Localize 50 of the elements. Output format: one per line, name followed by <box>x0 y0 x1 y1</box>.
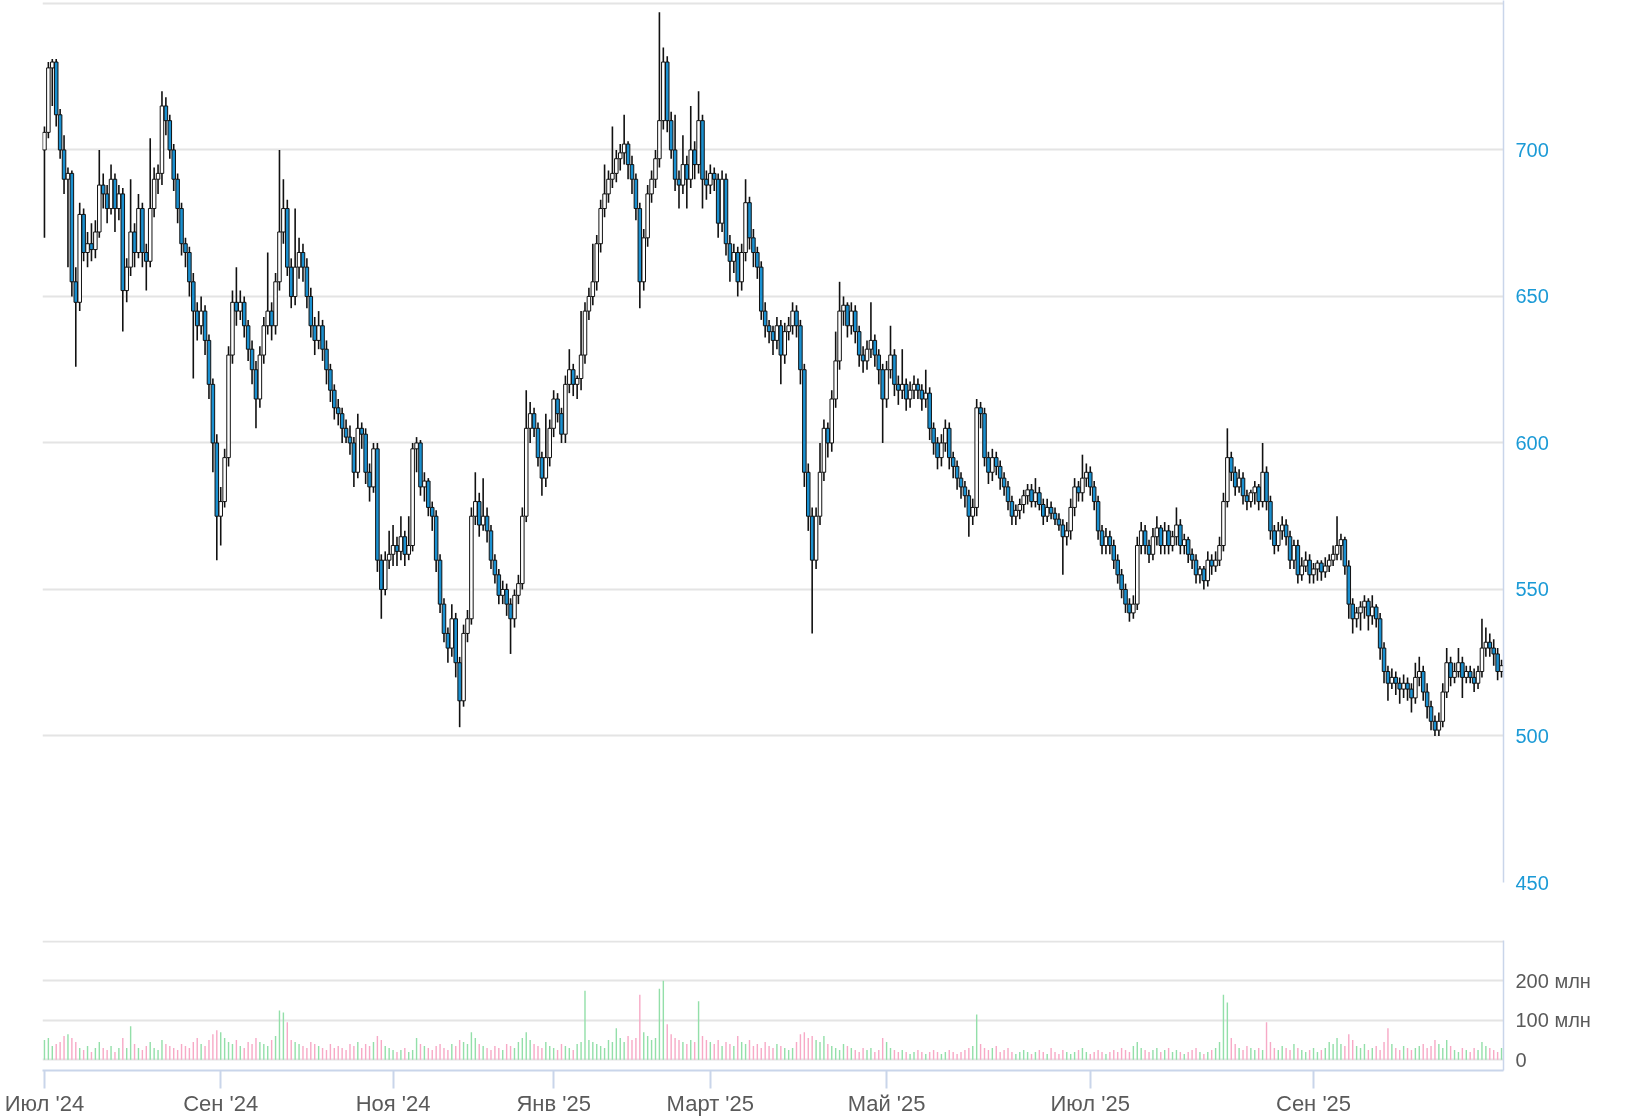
x-tick-label: Май '25 <box>847 1090 926 1116</box>
candlestick <box>1166 524 1171 556</box>
candlestick <box>790 301 795 336</box>
candlestick <box>1323 556 1328 579</box>
candlestick <box>1366 597 1371 632</box>
candlestick <box>316 310 321 350</box>
candlestick <box>1236 468 1242 494</box>
candlestick <box>1162 521 1167 556</box>
candlestick <box>1013 503 1019 526</box>
candlestick <box>1205 550 1211 588</box>
x-tick-label: Сен '24 <box>183 1090 259 1116</box>
candlestick <box>390 524 396 567</box>
y-tick-label: 500 <box>1515 724 1549 747</box>
candlestick <box>1252 480 1258 506</box>
x-tick-label: Ноя '24 <box>355 1090 431 1116</box>
x-tick-label: Июл '25 <box>1050 1090 1130 1116</box>
candlestick <box>1319 559 1324 582</box>
candlestick <box>1401 673 1406 699</box>
y-tick-label: 200 млн <box>1515 969 1591 992</box>
candlestick <box>849 301 854 336</box>
candlestick <box>1080 453 1085 503</box>
candlestick <box>570 363 576 397</box>
candlestick <box>1315 559 1320 582</box>
candlestick <box>89 222 94 263</box>
candlestick <box>990 448 995 482</box>
y-tick-label: 700 <box>1515 138 1549 161</box>
candlestick <box>1370 594 1375 626</box>
candlestick <box>1311 562 1316 585</box>
y-tick-label: 650 <box>1515 285 1549 308</box>
candlestick <box>480 477 486 532</box>
candlestick <box>899 348 905 400</box>
candlestick <box>1471 667 1477 693</box>
x-tick-label: Июл '24 <box>4 1090 85 1116</box>
candlestick <box>1240 471 1246 506</box>
x-tick-label: Март '25 <box>666 1090 755 1116</box>
x-tick-label: Сен '25 <box>1276 1090 1352 1116</box>
candlestick <box>1033 477 1038 509</box>
y-tick-label: 100 млн <box>1515 1009 1591 1032</box>
x-tick-label: Янв '25 <box>516 1090 591 1116</box>
y-tick-label: 550 <box>1515 578 1549 601</box>
candlestick <box>621 113 627 166</box>
candlestick <box>1307 553 1312 585</box>
y-tick-label: 600 <box>1515 431 1549 454</box>
y-tick-label: 450 <box>1515 871 1549 894</box>
candlestick <box>770 324 776 356</box>
candlestick <box>1397 676 1402 705</box>
candlestick <box>1456 647 1461 679</box>
candlestick <box>907 380 913 409</box>
y-tick-label: 0 <box>1515 1048 1527 1071</box>
candlestick <box>1389 667 1395 690</box>
